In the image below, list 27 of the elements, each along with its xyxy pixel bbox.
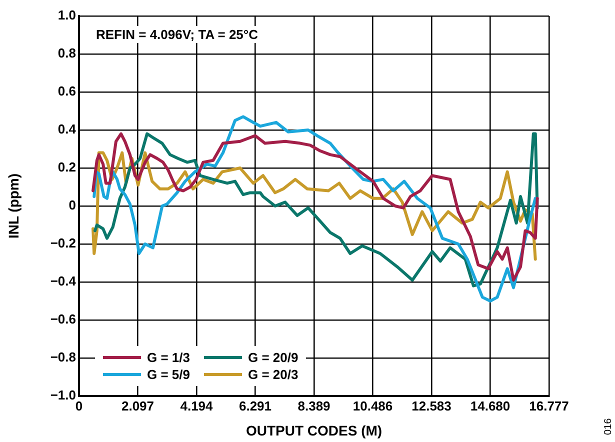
annotation: REFIN = 4.096V; TA = 25°C: [93, 26, 261, 43]
y-tick-label: 0.6: [58, 84, 76, 99]
y-tick-label: 1.0: [58, 8, 76, 23]
text: 016: [602, 415, 615, 438]
x-tick-label: 4.194: [180, 398, 214, 414]
y-tick-label: −0.6: [50, 312, 76, 327]
y-tick-label: −0.2: [50, 236, 76, 251]
y-tick-label: −0.4: [50, 274, 77, 289]
x-tick-label: 8.389: [298, 398, 330, 414]
x-tick-label: 14.680: [470, 398, 510, 414]
y-tick-label: 0.4: [58, 122, 77, 137]
x-tick-label: 2.097: [121, 398, 154, 414]
x-axis-title: OUTPUT CODES (M): [246, 422, 382, 438]
y-tick-label: 0.2: [58, 160, 76, 175]
legend-label: G = 5/9: [147, 367, 190, 382]
x-tick-label: 6.291: [238, 398, 272, 414]
y-tick-label: −0.8: [50, 350, 76, 365]
y-axis-title: INL (ppm): [5, 173, 22, 239]
y-tick-label: 0: [68, 198, 76, 213]
y-tick-label: 0.8: [58, 46, 76, 61]
x-tick-label: 12.583: [412, 398, 452, 414]
legend-label: G = 20/3: [248, 367, 298, 382]
y-tick-label: −1.0: [50, 388, 76, 403]
x-tick-label: 16.777: [529, 398, 569, 414]
legend-label: G = 1/3: [147, 350, 190, 365]
legend-label: G = 20/9: [248, 350, 298, 365]
x-tick-label: 10.486: [352, 398, 393, 414]
